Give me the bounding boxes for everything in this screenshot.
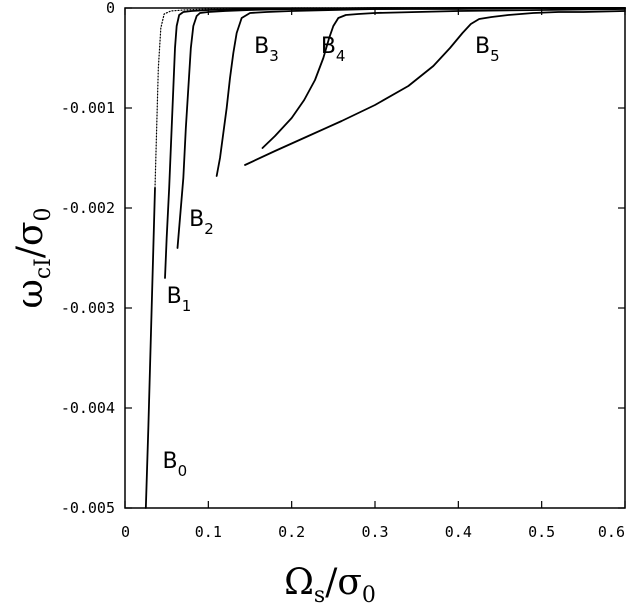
y-tick-label: -0.003 xyxy=(61,299,115,317)
x-tick-label: 0.2 xyxy=(278,523,305,541)
series-line-b3 xyxy=(215,7,626,177)
y-axis-title: ωcI/σ0 xyxy=(10,207,56,308)
plot-area: 0 0.1 0.2 0.3 0.4 0.5 0.6 0 -0.001 -0.002 -0.003 -0… xyxy=(61,0,626,541)
series-group xyxy=(144,7,626,509)
y-tick-label: -0.001 xyxy=(61,99,115,117)
y-tick-label: 0 xyxy=(106,0,115,17)
y-tick-label: -0.004 xyxy=(61,399,115,417)
x-tick-label: 0.1 xyxy=(195,523,222,541)
series-line-b0-solid xyxy=(144,187,156,509)
x-axis-title: Ωs/σ0 xyxy=(284,562,376,608)
ticks: 0 0.1 0.2 0.3 0.4 0.5 0.6 0 -0.001 -0.002 -0.003 -0… xyxy=(61,0,626,541)
series-line-b0-dotted xyxy=(154,7,626,189)
curve-label-b3: B3 xyxy=(254,34,279,65)
curve-label-b0: B0 xyxy=(163,449,188,480)
y-tick-label: -0.002 xyxy=(61,199,115,217)
curve-label-b1: B1 xyxy=(167,284,192,315)
series-line-b4 xyxy=(261,8,626,149)
curve-label-b2: B2 xyxy=(189,207,214,238)
x-tick-label: 0.6 xyxy=(598,523,625,541)
y-tick-label: -0.005 xyxy=(61,499,115,517)
curve-label-b4: B4 xyxy=(321,34,346,65)
x-tick-label: 0.5 xyxy=(528,523,555,541)
plot-frame xyxy=(124,7,626,509)
curve-label-b5: B5 xyxy=(475,34,500,65)
x-tick-label: 0.4 xyxy=(445,523,472,541)
x-tick-label: 0.3 xyxy=(361,523,388,541)
series-line-b2 xyxy=(176,7,626,249)
curve-labels: B0 B1 B2 B3 B4 B5 xyxy=(163,34,500,480)
x-tick-label: 0 xyxy=(121,523,130,541)
series-line-b5 xyxy=(244,10,626,166)
